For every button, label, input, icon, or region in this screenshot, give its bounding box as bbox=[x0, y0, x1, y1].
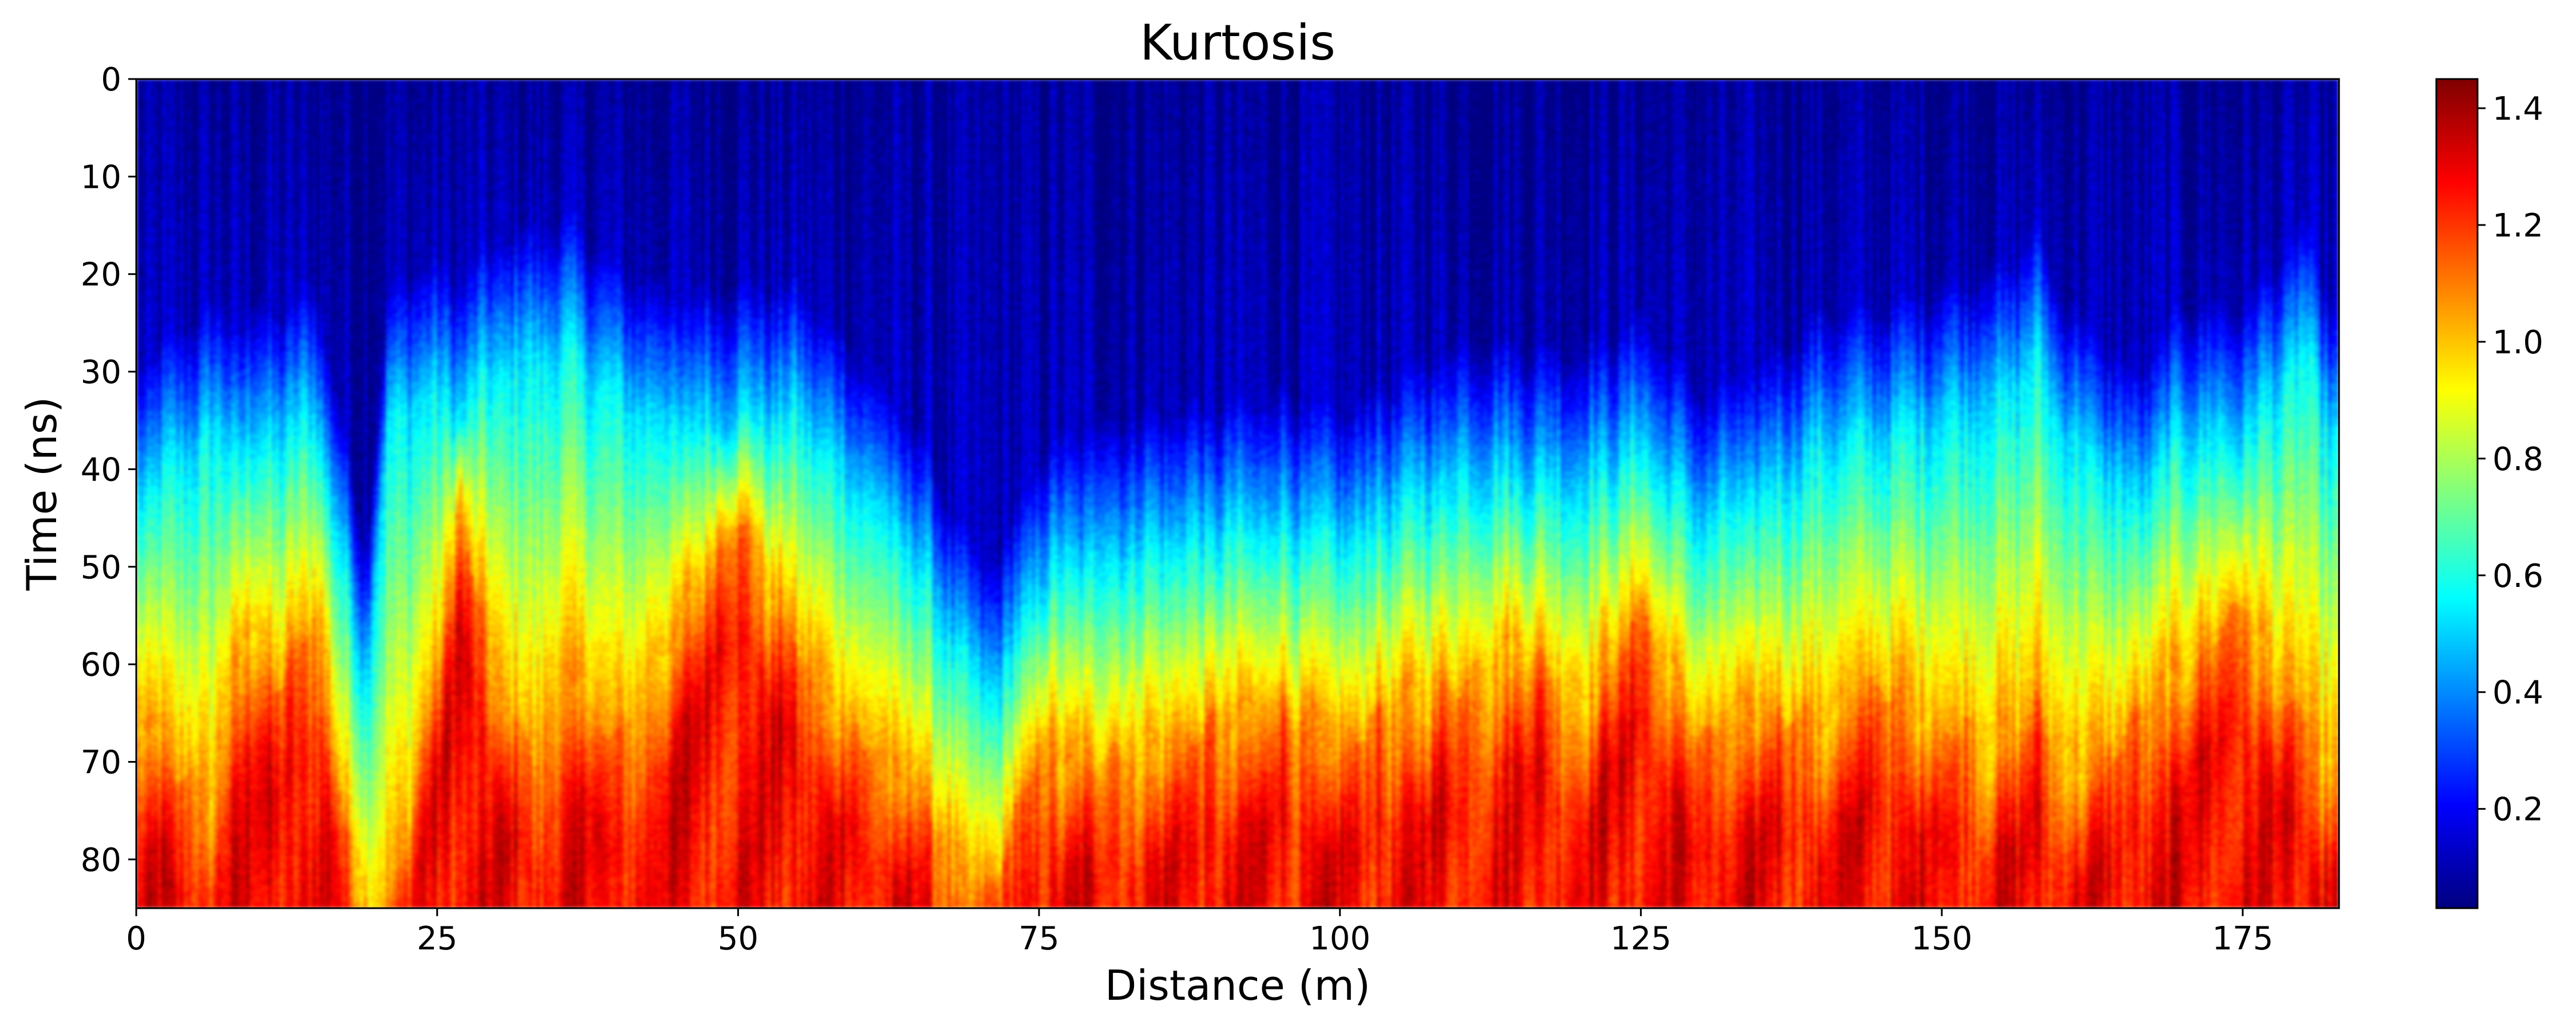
plot-frame bbox=[135, 78, 2340, 909]
colorbar-gradient bbox=[2435, 78, 2479, 909]
y-tick-label-3: 30 bbox=[81, 354, 121, 391]
x-axis: 0 25 50 75 100 125 150 175 bbox=[126, 908, 2273, 957]
colorbar-tick-label-5: 1.2 bbox=[2492, 207, 2543, 245]
colorbar-tick-label-0: 0.2 bbox=[2492, 791, 2543, 829]
y-tick-label-4: 40 bbox=[81, 451, 121, 488]
y-tick-label-8: 80 bbox=[81, 842, 121, 879]
x-tick-label-4: 100 bbox=[1309, 920, 1370, 957]
y-axis-label: Time (ns) bbox=[18, 397, 66, 591]
heatmap-image bbox=[136, 79, 2339, 908]
y-tick-label-2: 20 bbox=[81, 257, 121, 294]
colorbar-tick-label-2: 0.6 bbox=[2492, 558, 2543, 595]
chart-title: Kurtosis bbox=[1140, 14, 1336, 72]
y-tick-label-6: 60 bbox=[81, 646, 121, 684]
y-tick-label-1: 10 bbox=[81, 159, 121, 196]
x-tick-label-6: 150 bbox=[1911, 920, 1973, 957]
colorbar-tick-label-4: 1.0 bbox=[2492, 324, 2543, 361]
colorbar-tick-label-3: 0.8 bbox=[2492, 441, 2543, 478]
x-tick-label-5: 125 bbox=[1610, 920, 1672, 957]
x-axis-label: Distance (m) bbox=[1105, 961, 1370, 1010]
x-tick-label-3: 75 bbox=[1018, 920, 1059, 957]
x-tick-label-1: 25 bbox=[417, 920, 457, 957]
x-tick-label-7: 175 bbox=[2212, 920, 2273, 957]
colorbar: 0.2 0.4 0.6 0.8 1.0 1.2 1.4 bbox=[2435, 78, 2543, 909]
colorbar-tick-label-6: 1.4 bbox=[2492, 90, 2543, 128]
y-tick-label-5: 50 bbox=[81, 549, 121, 586]
colorbar-tick-label-1: 0.4 bbox=[2492, 675, 2543, 712]
y-tick-label-0: 0 bbox=[101, 61, 121, 98]
x-tick-label-0: 0 bbox=[126, 920, 147, 957]
colorbar-ticks: 0.2 0.4 0.6 0.8 1.0 1.2 1.4 bbox=[2478, 90, 2543, 829]
y-tick-label-7: 70 bbox=[81, 744, 121, 781]
y-axis: 0 10 20 30 40 50 60 70 80 bbox=[81, 61, 136, 879]
x-tick-label-2: 50 bbox=[718, 920, 758, 957]
